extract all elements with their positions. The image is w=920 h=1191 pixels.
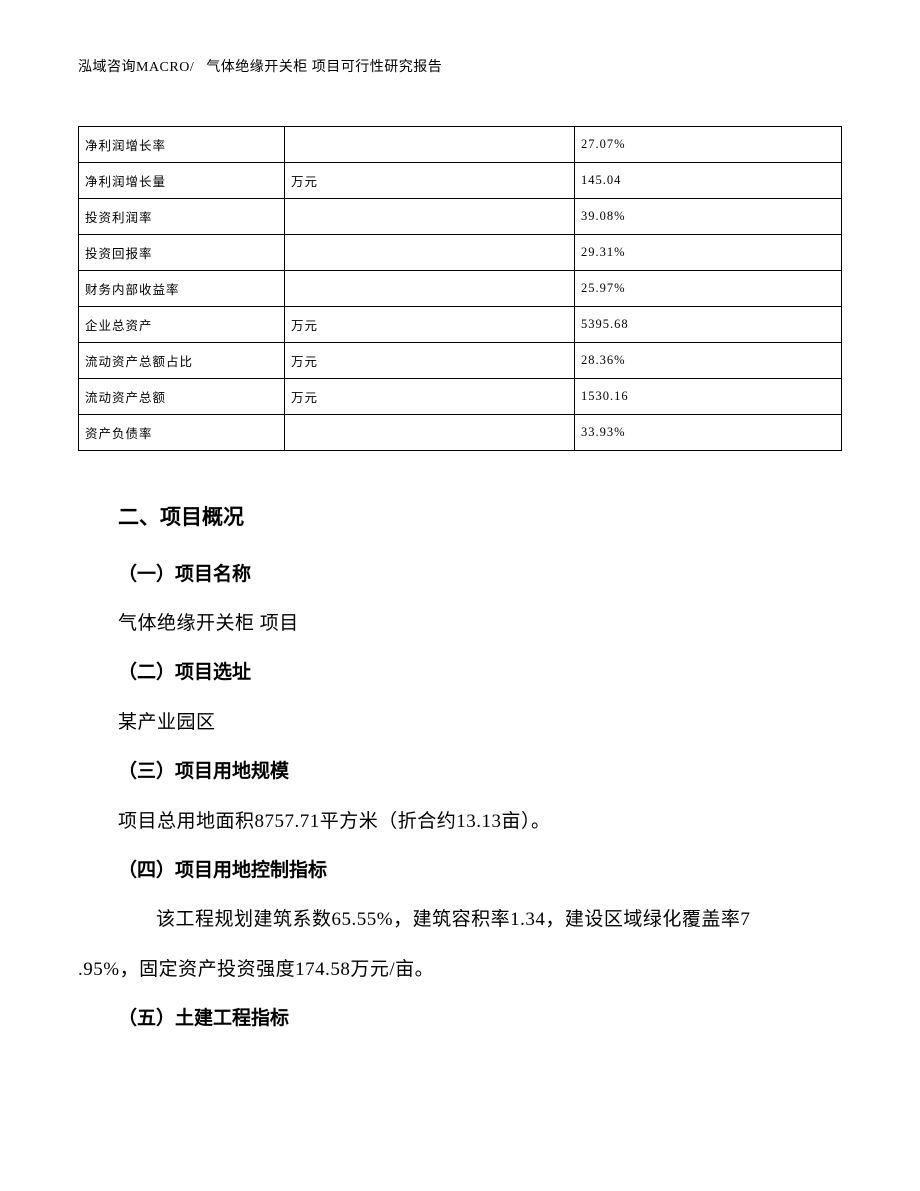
paragraph: 项目总用地面积8757.71平方米（折合约13.13亩）。	[118, 797, 802, 846]
cell-value: 33.93%	[574, 415, 841, 451]
table-row: 流动资产总额占比 万元 28.36%	[79, 343, 842, 379]
cell-value: 29.31%	[574, 235, 841, 271]
table-row: 投资利润率 39.08%	[79, 199, 842, 235]
cell-label: 资产负债率	[79, 415, 285, 451]
metrics-table: 净利润增长率 27.07% 净利润增长量 万元 145.04 投资利润率 39.…	[78, 126, 842, 451]
cell-unit	[285, 271, 575, 307]
cell-unit: 万元	[285, 163, 575, 199]
subsection-heading: （三）项目用地规模	[118, 747, 802, 796]
paragraph: 气体绝缘开关柜 项目	[118, 599, 802, 648]
cell-value: 1530.16	[574, 379, 841, 415]
cell-value: 5395.68	[574, 307, 841, 343]
subsection-heading: （五）土建工程指标	[118, 994, 802, 1043]
paragraph-line: 该工程规划建筑系数65.55%，建筑容积率1.34，建设区域绿化覆盖率7	[78, 895, 802, 944]
document-page: 泓域咨询MACRO/ 气体绝缘开关柜 项目可行性研究报告 净利润增长率 27.0…	[0, 0, 920, 1191]
cell-label: 流动资产总额占比	[79, 343, 285, 379]
cell-label: 净利润增长量	[79, 163, 285, 199]
table-row: 净利润增长率 27.07%	[79, 127, 842, 163]
header-left: 泓域咨询MACRO/	[78, 60, 194, 75]
cell-unit: 万元	[285, 307, 575, 343]
table-row: 企业总资产 万元 5395.68	[79, 307, 842, 343]
subsection-heading: （二）项目选址	[118, 648, 802, 697]
cell-value: 25.97%	[574, 271, 841, 307]
paragraph-line: .95%，固定资产投资强度174.58万元/亩。	[78, 959, 434, 980]
header-right: 气体绝缘开关柜 项目可行性研究报告	[206, 60, 442, 75]
cell-label: 投资利润率	[79, 199, 285, 235]
cell-label: 投资回报率	[79, 235, 285, 271]
cell-label: 净利润增长率	[79, 127, 285, 163]
table-row: 资产负债率 33.93%	[79, 415, 842, 451]
cell-unit: 万元	[285, 379, 575, 415]
subsection-heading: （一）项目名称	[118, 550, 802, 599]
body-content: 二、项目概况 （一）项目名称 气体绝缘开关柜 项目 （二）项目选址 某产业园区 …	[78, 491, 842, 1044]
table-row: 净利润增长量 万元 145.04	[79, 163, 842, 199]
paragraph: 某产业园区	[118, 698, 802, 747]
cell-label: 企业总资产	[79, 307, 285, 343]
section-title: 二、项目概况	[118, 491, 802, 546]
page-header: 泓域咨询MACRO/ 气体绝缘开关柜 项目可行性研究报告	[78, 56, 842, 76]
table-row: 财务内部收益率 25.97%	[79, 271, 842, 307]
cell-label: 流动资产总额	[79, 379, 285, 415]
cell-unit	[285, 127, 575, 163]
paragraph: 该工程规划建筑系数65.55%，建筑容积率1.34，建设区域绿化覆盖率7 .95…	[78, 895, 802, 994]
table-row: 流动资产总额 万元 1530.16	[79, 379, 842, 415]
cell-value: 145.04	[574, 163, 841, 199]
cell-value: 28.36%	[574, 343, 841, 379]
cell-unit	[285, 199, 575, 235]
cell-unit: 万元	[285, 343, 575, 379]
cell-value: 39.08%	[574, 199, 841, 235]
subsection-heading: （四）项目用地控制指标	[118, 846, 802, 895]
cell-unit	[285, 235, 575, 271]
cell-value: 27.07%	[574, 127, 841, 163]
cell-unit	[285, 415, 575, 451]
cell-label: 财务内部收益率	[79, 271, 285, 307]
table-row: 投资回报率 29.31%	[79, 235, 842, 271]
